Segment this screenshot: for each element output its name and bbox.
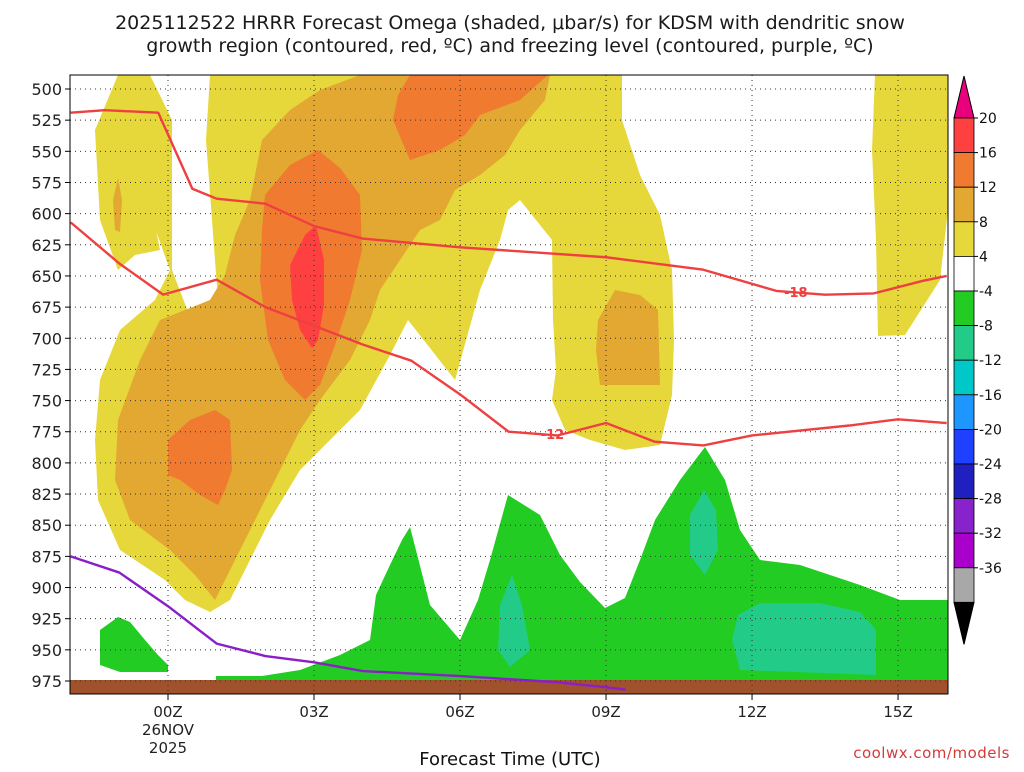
colorbar-tick-label: 12 xyxy=(979,180,997,196)
credit-text: coolwx.com/models xyxy=(853,744,1010,762)
colorbar-tick-label: -4 xyxy=(979,284,993,300)
y-tick-label: 550 xyxy=(31,142,62,161)
y-axis: 500 525 550 575 600 625 650 675 700 725 750 775 800 8… xyxy=(31,80,70,691)
title-line-1: 2025112522 HRRR Forecast Omega (shaded, … xyxy=(115,12,905,34)
colorbar-swatch xyxy=(953,186,975,223)
y-tick-label: 600 xyxy=(31,205,62,224)
y-tick-label: 675 xyxy=(31,298,62,317)
y-tick-label: 500 xyxy=(31,80,62,99)
colorbar-swatch xyxy=(953,498,975,534)
x-tick-label: 09Z xyxy=(591,703,620,721)
colorbar-swatch xyxy=(953,221,975,257)
y-tick-label: 650 xyxy=(31,267,62,286)
y-tick-label: 750 xyxy=(31,392,62,411)
colorbar-tick-label: -32 xyxy=(979,526,1002,542)
colorbar-swatch xyxy=(953,532,975,569)
colorbar-swatch xyxy=(953,359,975,396)
y-tick-label: 975 xyxy=(31,672,62,691)
y-tick-label: 700 xyxy=(31,329,62,348)
date-label-day: 26NOV xyxy=(142,721,195,739)
plot-area: -18 -12 xyxy=(69,74,949,695)
colorbar-tick-label: -20 xyxy=(979,422,1002,438)
x-tick-label: 06Z xyxy=(445,703,474,721)
colorbar-over-arrow xyxy=(953,75,975,119)
colorbar-tick-label: 16 xyxy=(979,146,997,162)
y-tick-label: 800 xyxy=(31,454,62,473)
omega-shading xyxy=(70,75,948,694)
colorbar-swatch xyxy=(953,290,975,326)
ground-top-edge xyxy=(70,680,948,688)
colorbar-tick-label: 8 xyxy=(979,215,988,231)
omega-neg8-neg12-mid xyxy=(690,490,718,575)
colorbar-swatch xyxy=(953,117,975,153)
x-tick-label: 15Z xyxy=(883,703,912,721)
omega-neg4-neg8-left xyxy=(100,617,168,672)
y-tick-label: 725 xyxy=(31,360,62,379)
colorbar-tick-label: 20 xyxy=(979,111,997,127)
title-line-2: growth region (contoured, red, ºC) and f… xyxy=(146,35,873,57)
colorbar-tick-label: -16 xyxy=(979,388,1002,404)
gridlines xyxy=(70,75,948,694)
freezing-level-line xyxy=(70,555,626,691)
omega-4-8-right-top xyxy=(872,75,948,336)
y-tick-label: 775 xyxy=(31,423,62,442)
colorbar-tick-label: 4 xyxy=(979,249,988,265)
contour-lines: -18 -12 xyxy=(69,108,947,691)
y-tick-label: 525 xyxy=(31,111,62,130)
y-tick-label: 825 xyxy=(31,485,62,504)
date-label-year: 2025 xyxy=(149,739,187,757)
y-tick-label: 850 xyxy=(31,516,62,535)
y-tick-label: 900 xyxy=(31,579,62,598)
x-tick-label: 00Z xyxy=(153,703,182,721)
y-tick-label: 875 xyxy=(31,547,62,566)
chart-title: 2025112522 HRRR Forecast Omega (shaded, … xyxy=(115,12,905,57)
y-tick-label: 575 xyxy=(31,173,62,192)
x-axis: 00Z 03Z 06Z 09Z 12Z 15Z xyxy=(153,694,913,721)
omega-16-20 xyxy=(290,225,324,348)
omega-neg8-neg12-left xyxy=(498,575,530,667)
omega-8-12-center-right xyxy=(596,290,660,385)
colorbar-swatch xyxy=(953,152,975,188)
omega-12-16-upper xyxy=(393,75,548,160)
x-axis-title: Forecast Time (UTC) xyxy=(419,749,600,768)
colorbar-tick-label: -12 xyxy=(979,353,1002,369)
y-tick-label: 625 xyxy=(31,236,62,255)
y-tick-label: 925 xyxy=(31,610,62,629)
y-tick-label: 950 xyxy=(31,641,62,660)
colorbar-under-arrow xyxy=(953,601,975,645)
colorbar-swatch xyxy=(953,463,975,499)
dgz-minus12-line xyxy=(69,221,947,447)
omega-12-16-lower xyxy=(168,410,232,505)
x-tick-label: 03Z xyxy=(299,703,328,721)
omega-8-12-left-sliver xyxy=(113,178,122,232)
colorbar-tick-label: -28 xyxy=(979,492,1002,508)
colorbar-swatch xyxy=(953,567,975,603)
colorbar-swatch xyxy=(953,255,975,292)
colorbar-tick-label: -24 xyxy=(979,457,1002,473)
colorbar-swatch xyxy=(953,325,975,361)
colorbar-tick-label: -36 xyxy=(979,561,1002,577)
dgz-minus18-line xyxy=(70,108,947,296)
dgz-minus18-label: -18 xyxy=(784,286,808,301)
x-tick-label: 12Z xyxy=(737,703,766,721)
omega-neg8-neg12-right xyxy=(732,603,876,675)
plot-frame xyxy=(69,74,949,695)
colorbar: 20 16 12 8 4 -4 -8 -12 -16 -20 -24 -28 -32 -36 xyxy=(953,75,1002,645)
colorbar-swatch xyxy=(953,394,975,430)
colorbar-tick-label: -8 xyxy=(979,319,993,335)
omega-4-8-left-lobe xyxy=(95,75,160,270)
colorbar-swatch xyxy=(953,428,975,465)
dgz-minus12-label: -12 xyxy=(541,428,565,443)
